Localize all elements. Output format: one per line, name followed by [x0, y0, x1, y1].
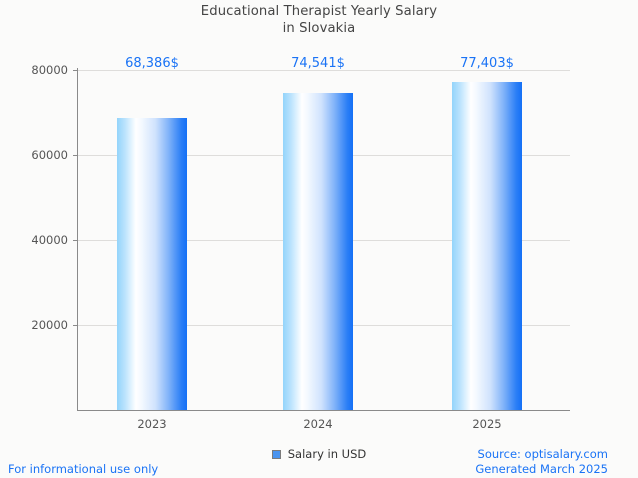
footer-attribution: Source: optisalary.com Generated March 2…: [475, 447, 608, 477]
y-tick-label-20000: 20000: [31, 318, 68, 332]
y-tick-label-80000: 80000: [31, 63, 68, 77]
bar-2025[interactable]: [452, 82, 522, 410]
bar-2023[interactable]: [117, 118, 187, 410]
bar-value-label-2023: 68,386$: [125, 56, 179, 71]
x-tick-label-2023: 2023: [137, 417, 167, 431]
chart-title-line-1: Educational Therapist Yearly Salary: [200, 4, 438, 19]
y-tick-label-40000: 40000: [31, 233, 68, 247]
x-axis-line: [77, 410, 570, 411]
y-tick-label-60000: 60000: [31, 148, 68, 162]
chart-title: Educational Therapist Yearly Salary in S…: [0, 4, 638, 37]
y-tick-mark-40000: [73, 240, 78, 241]
y-tick-mark-80000: [73, 70, 78, 71]
footer-disclaimer: For informational use only: [8, 462, 159, 476]
legend-item-salary-in-usd[interactable]: Salary in USD: [271, 447, 367, 461]
y-tick-mark-20000: [73, 325, 78, 326]
gridline-80000: [78, 70, 570, 71]
bar-value-label-2024: 74,541$: [291, 56, 345, 71]
x-tick-label-2025: 2025: [472, 417, 502, 431]
footer-source: Source: optisalary.com: [477, 447, 608, 461]
chart-title-line-2: in Slovakia: [282, 20, 356, 36]
chart-legend: Salary in USD: [0, 448, 638, 461]
plot-area: 80000 60000 40000 20000: [31, 64, 570, 410]
y-tick-mark-60000: [73, 155, 78, 156]
bar-value-label-2025: 77,403$: [460, 56, 514, 71]
footer-generated-date: Generated March 2025: [475, 462, 608, 476]
legend-swatch-icon: [271, 450, 281, 459]
legend-item-label: Salary in USD: [287, 447, 367, 461]
y-gridline-group-80000: 80000: [31, 64, 570, 76]
y-axis-line: [77, 68, 78, 411]
bar-2024[interactable]: [283, 93, 353, 410]
x-tick-label-2024: 2024: [303, 417, 333, 431]
